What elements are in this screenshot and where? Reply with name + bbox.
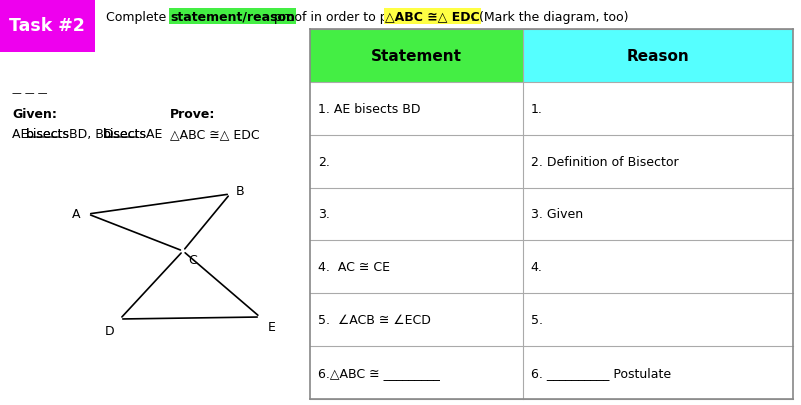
Text: bisects: bisects xyxy=(26,128,70,141)
Bar xyxy=(522,30,793,83)
Text: △ABC ≅△ EDC: △ABC ≅△ EDC xyxy=(385,11,480,23)
Text: B: B xyxy=(235,185,244,198)
Text: AE: AE xyxy=(142,128,163,141)
Bar xyxy=(310,30,522,83)
Text: AE: AE xyxy=(12,128,32,141)
Text: 3. Given: 3. Given xyxy=(530,208,582,221)
Text: BD, BD: BD, BD xyxy=(65,128,118,141)
Text: D: D xyxy=(105,325,115,338)
Bar xyxy=(310,30,793,399)
Text: 1. AE bisects BD: 1. AE bisects BD xyxy=(318,102,421,115)
Text: E: E xyxy=(268,321,276,334)
Text: 1.: 1. xyxy=(530,102,542,115)
Text: 5.  ∠ACB ≅ ∠ECD: 5. ∠ACB ≅ ∠ECD xyxy=(318,313,431,326)
Text: bisects: bisects xyxy=(26,128,70,141)
Text: C: C xyxy=(188,253,197,266)
Text: 2.: 2. xyxy=(318,155,330,168)
Text: 6. __________ Postulate: 6. __________ Postulate xyxy=(530,366,670,379)
Text: A: A xyxy=(72,208,80,221)
Text: Reason: Reason xyxy=(626,49,689,64)
Text: △ABC ≅△ EDC: △ABC ≅△ EDC xyxy=(170,128,260,141)
Text: 5.: 5. xyxy=(530,313,542,326)
Bar xyxy=(0,0,95,53)
Text: proof in order to prove: proof in order to prove xyxy=(270,11,415,23)
Text: Task #2: Task #2 xyxy=(10,17,85,35)
Text: 3.: 3. xyxy=(318,208,330,221)
Text: Prove:: Prove: xyxy=(170,108,215,121)
Text: 4.  AC ≅ CE: 4. AC ≅ CE xyxy=(318,261,390,274)
Text: bisects: bisects xyxy=(103,128,147,141)
Text: Given:: Given: xyxy=(12,108,57,121)
Text: 4.: 4. xyxy=(530,261,542,274)
Text: . (Mark the diagram, too): . (Mark the diagram, too) xyxy=(471,11,629,23)
Text: statement/reason: statement/reason xyxy=(170,11,295,23)
Text: bisects: bisects xyxy=(103,128,147,141)
Text: Complete the: Complete the xyxy=(106,11,195,23)
Text: 2. Definition of Bisector: 2. Definition of Bisector xyxy=(530,155,678,168)
Text: 6.△ABC ≅ _________: 6.△ABC ≅ _________ xyxy=(318,366,440,379)
Text: Statement: Statement xyxy=(371,49,461,64)
Text: — — —: — — — xyxy=(12,88,47,98)
